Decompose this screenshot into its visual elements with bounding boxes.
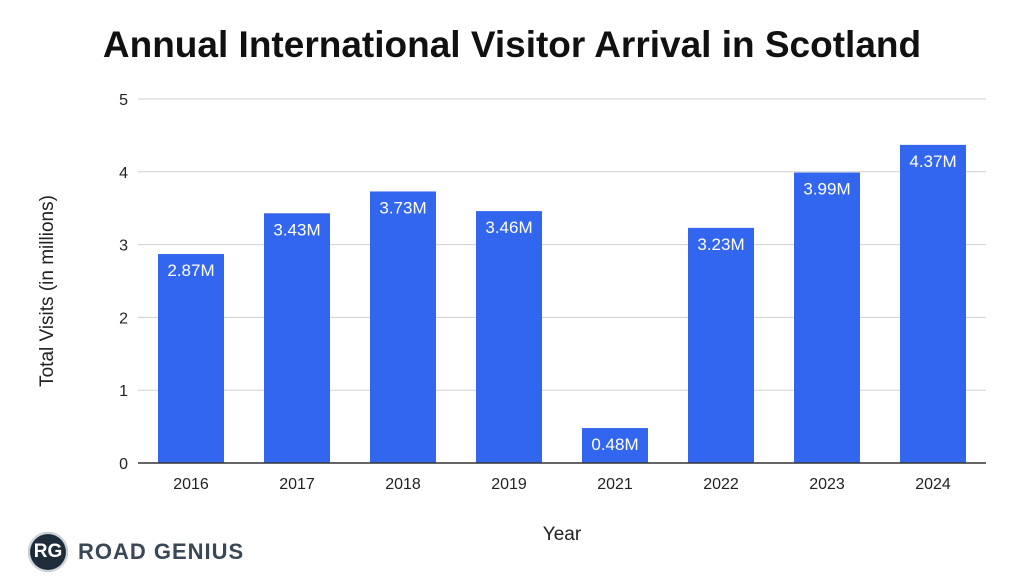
logo-badge: RG (28, 532, 68, 572)
x-tick-label: 2023 (809, 476, 845, 493)
bar (794, 172, 860, 463)
bar-data-label: 3.43M (273, 220, 320, 239)
bar (582, 428, 648, 463)
x-tick-label: 2024 (915, 476, 951, 493)
bar (900, 144, 966, 463)
bar-data-label: 3.46M (485, 218, 532, 237)
bar-data-label: 0.48M (591, 435, 638, 454)
bar (688, 227, 754, 463)
y-axis-label: Total Visits (in millions) (37, 195, 58, 387)
bar (264, 213, 330, 463)
bar-data-label: 3.99M (803, 180, 850, 199)
road-genius-logo: RG ROAD GENIUS (28, 530, 244, 574)
x-tick-label: 2017 (279, 476, 315, 493)
bars: 2.87M 3.43M 3.73M 3.46M 0.48M 3.23M 3.99M 4.37M (158, 144, 966, 463)
y-tick-label: 1 (119, 383, 128, 400)
x-tick-label: 2022 (703, 476, 739, 493)
bar-data-label: 3.23M (697, 235, 744, 254)
bar-data-label: 3.73M (379, 198, 426, 217)
x-tick-label: 2019 (491, 476, 527, 493)
x-tick-label: 2016 (173, 476, 209, 493)
chart-title: Annual International Visitor Arrival in … (102, 24, 922, 65)
y-axis-ticks: 0 1 2 3 4 5 (119, 92, 128, 473)
bar-data-label: 2.87M (167, 261, 214, 280)
bar-data-label: 4.37M (909, 152, 956, 171)
bar (158, 254, 224, 463)
x-axis-label: Year (542, 524, 582, 545)
y-tick-label: 5 (119, 92, 128, 109)
y-tick-label: 4 (119, 165, 128, 182)
bar (476, 211, 542, 463)
y-tick-label: 2 (119, 310, 128, 327)
logo-text: ROAD GENIUS (78, 539, 245, 564)
x-tick-label: 2021 (597, 476, 633, 493)
x-axis-ticks: 2016 2017 2018 2019 2021 2022 2023 2024 (173, 476, 951, 493)
bar (370, 191, 436, 463)
y-tick-label: 0 (119, 456, 128, 473)
x-tick-label: 2018 (385, 476, 421, 493)
y-tick-label: 3 (119, 238, 128, 255)
